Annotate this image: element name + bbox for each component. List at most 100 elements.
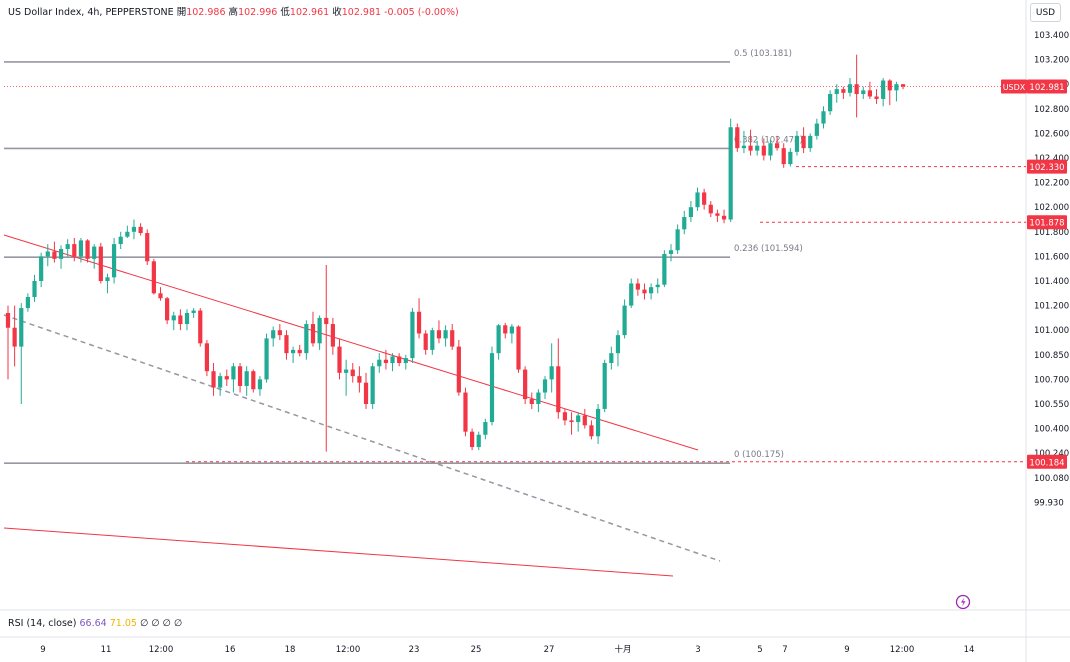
rsi-legend: RSI (14, close) 66.64 71.05 ∅ ∅ ∅ ∅ bbox=[8, 618, 182, 629]
candle-body bbox=[562, 412, 568, 421]
candle-body bbox=[337, 346, 342, 373]
y-tick-label: 102.200 bbox=[1034, 179, 1069, 189]
candle-body bbox=[105, 277, 110, 281]
close-value: 102.981 bbox=[341, 7, 382, 18]
candle-body bbox=[304, 324, 309, 354]
candle-body bbox=[688, 207, 693, 218]
candle-body bbox=[218, 376, 223, 388]
candle-body bbox=[231, 366, 236, 380]
candle-body bbox=[808, 135, 813, 149]
candle-body bbox=[131, 226, 137, 232]
candle-body bbox=[423, 333, 428, 350]
y-tick-label: 101.400 bbox=[1034, 277, 1069, 287]
candle-body bbox=[662, 253, 667, 285]
current-price-label: 102.981 bbox=[1029, 83, 1064, 93]
candle-body bbox=[861, 90, 866, 95]
candle-body bbox=[854, 84, 859, 95]
candle-body bbox=[496, 325, 501, 354]
candle-body bbox=[158, 293, 163, 299]
fib-level-label: 0 (100.175) bbox=[734, 450, 784, 460]
candle-body bbox=[344, 369, 349, 373]
candle-body bbox=[370, 366, 375, 404]
close-label: 收 bbox=[332, 7, 342, 18]
candle-body bbox=[32, 281, 37, 297]
candle-body bbox=[489, 353, 495, 423]
candle-body bbox=[788, 151, 793, 165]
candle-body bbox=[894, 84, 899, 91]
candle-body bbox=[828, 94, 833, 112]
candle-body bbox=[516, 326, 521, 370]
upper-trendline bbox=[3, 234, 699, 451]
y-tick-label: 100.700 bbox=[1034, 375, 1069, 385]
y-tick-label: 103.400 bbox=[1034, 31, 1069, 41]
candle-body bbox=[145, 233, 150, 262]
low-value: 102.961 bbox=[289, 7, 330, 18]
candle-body bbox=[363, 382, 369, 404]
y-tick-label: 103.200 bbox=[1034, 56, 1069, 66]
lightning-bolt bbox=[961, 597, 966, 607]
symbol-tag bbox=[1001, 79, 1027, 94]
x-tick-label: 9 bbox=[40, 645, 45, 655]
lightning-icon bbox=[955, 594, 971, 610]
candle-body bbox=[655, 284, 660, 288]
fib-level-label: 0.382 (102.478) bbox=[734, 135, 803, 145]
candle-body bbox=[410, 311, 415, 359]
y-tick-label: 102.800 bbox=[1034, 105, 1069, 115]
candle-body bbox=[271, 330, 276, 339]
candle-body bbox=[781, 148, 786, 165]
candle-body bbox=[523, 369, 528, 400]
candle-body bbox=[357, 376, 362, 383]
candle-body bbox=[847, 84, 853, 93]
candle-body bbox=[204, 343, 209, 372]
y-tick-label: 101.800 bbox=[1034, 228, 1069, 238]
symbol-legend: US Dollar Index, 4h, PEPPERSTONE 開102.98… bbox=[8, 4, 459, 18]
candle-body bbox=[708, 204, 713, 214]
currency-button[interactable]: USD bbox=[1030, 3, 1061, 22]
candle-body bbox=[649, 287, 654, 294]
y-tick-label: 101.200 bbox=[1034, 302, 1069, 312]
candle-body bbox=[867, 90, 872, 97]
candle-body bbox=[224, 376, 229, 380]
price-marker-tag bbox=[1027, 159, 1067, 174]
candle-body bbox=[251, 371, 256, 390]
candle-body bbox=[794, 135, 800, 152]
fib-level-label: 0.236 (101.594) bbox=[734, 244, 803, 254]
x-tick-label: 11 bbox=[101, 645, 112, 655]
candle-body bbox=[675, 229, 680, 251]
candle-body bbox=[403, 358, 408, 363]
open-label: 開 bbox=[176, 7, 187, 18]
candle-body bbox=[350, 369, 355, 377]
rsi-value-1: 66.64 bbox=[79, 618, 107, 629]
candle-body bbox=[622, 305, 627, 336]
candle-body bbox=[635, 283, 640, 290]
candle-body bbox=[529, 399, 534, 404]
candle-body bbox=[556, 366, 561, 413]
low-label: 低 bbox=[280, 7, 290, 18]
candle-body bbox=[310, 324, 316, 344]
candle-body bbox=[609, 353, 614, 363]
high-label: 高 bbox=[228, 7, 239, 18]
x-tick-label: 23 bbox=[409, 645, 420, 655]
x-tick-label: 9 bbox=[844, 645, 849, 655]
candle-body bbox=[682, 217, 687, 230]
change-value: -0.005 (-0.00%) bbox=[384, 7, 459, 18]
candle-body bbox=[774, 143, 780, 149]
candle-body bbox=[244, 371, 249, 386]
candle-body bbox=[198, 310, 203, 344]
x-tick-label: 12:00 bbox=[149, 645, 174, 655]
y-tick-label: 100.240 bbox=[1034, 449, 1069, 459]
price-marker-label: 101.878 bbox=[1029, 219, 1064, 229]
candle-body bbox=[602, 363, 607, 409]
candle-body bbox=[470, 431, 475, 448]
x-tick-label: 25 bbox=[471, 645, 482, 655]
candle-body bbox=[735, 127, 740, 149]
lower-trendline bbox=[3, 527, 674, 577]
candle-body bbox=[416, 311, 422, 334]
candle-body bbox=[92, 246, 97, 259]
candle-body bbox=[503, 325, 508, 334]
y-tick-label: 101.600 bbox=[1034, 252, 1069, 262]
x-tick-label: 14 bbox=[964, 645, 975, 655]
y-tick-label: 100.550 bbox=[1034, 400, 1069, 410]
candle-body bbox=[642, 289, 647, 294]
